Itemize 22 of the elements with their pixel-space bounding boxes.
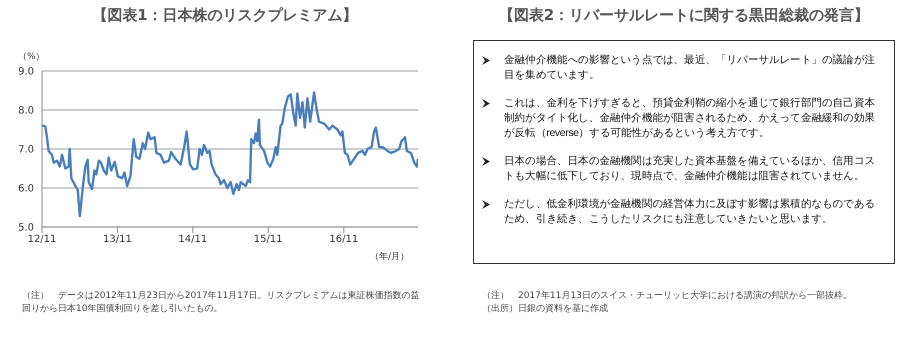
text: （注） 2017年11月13日のスイス・チューリッヒ大学における講演の邦訳から一部抜粋。 [482,290,853,303]
text: （注） データは2012年11月23日から2017年11月17日。リスクプレミアムは東証株価指数の益回りから日本10年国債利回りを差し引いたもの。 [22,290,421,316]
x-tick-label: 15/11 [254,234,283,246]
x-tick-label: 13/11 [102,234,132,246]
y-tick-label: 7.0 [18,144,34,156]
y-tick-label: 6.0 [18,184,34,195]
text: 金融仲介機能への影響という点では、最近、「リバーサルレート」の議論が注目を集めています。 [504,54,876,81]
text: （出所）日銀の資料を基に作成 [482,303,609,316]
x-axis-title: （年/月） [370,250,410,263]
text: ただし、低金利環境が金融機関の経営体力に及ぼす影響は累積的なものであるため、引き続き、こうしたリスクにも注意していきたいと思います。 [504,198,876,225]
x-tick-label: 16/11 [329,234,358,246]
y-tick-label: 5.0 [18,222,34,234]
text: 日本の場合、日本の金融機関は充実した資本基盤を備えているほか、信用コストも大幅に低下しており、現時点で、金融仲介機能は阻害されていません。 [504,155,876,182]
chart-title: 【図表1：日本株のリスクプレミアム】 [91,6,359,25]
y-tick-label: 8.0 [18,106,34,117]
x-tick-label: 14/11 [178,234,208,246]
x-tick-label: 12/11 [28,234,56,246]
text: 【図表2：リバーサルレートに関する黒田総裁の発言】 [498,6,870,25]
y-tick-label: 9.0 [18,66,34,78]
y-axis-title: （%） [18,51,45,63]
text: これは、金利を下げすぎると、預貸金利鞘の縮小を通じて銀行部門の自己資本制約がタイト化し、金融仲介機能が阻害されるため、かえって金融緩和の効果が反転（reverse）する可能性があるという考え方です。 [504,97,876,139]
line-series [42,91,418,218]
